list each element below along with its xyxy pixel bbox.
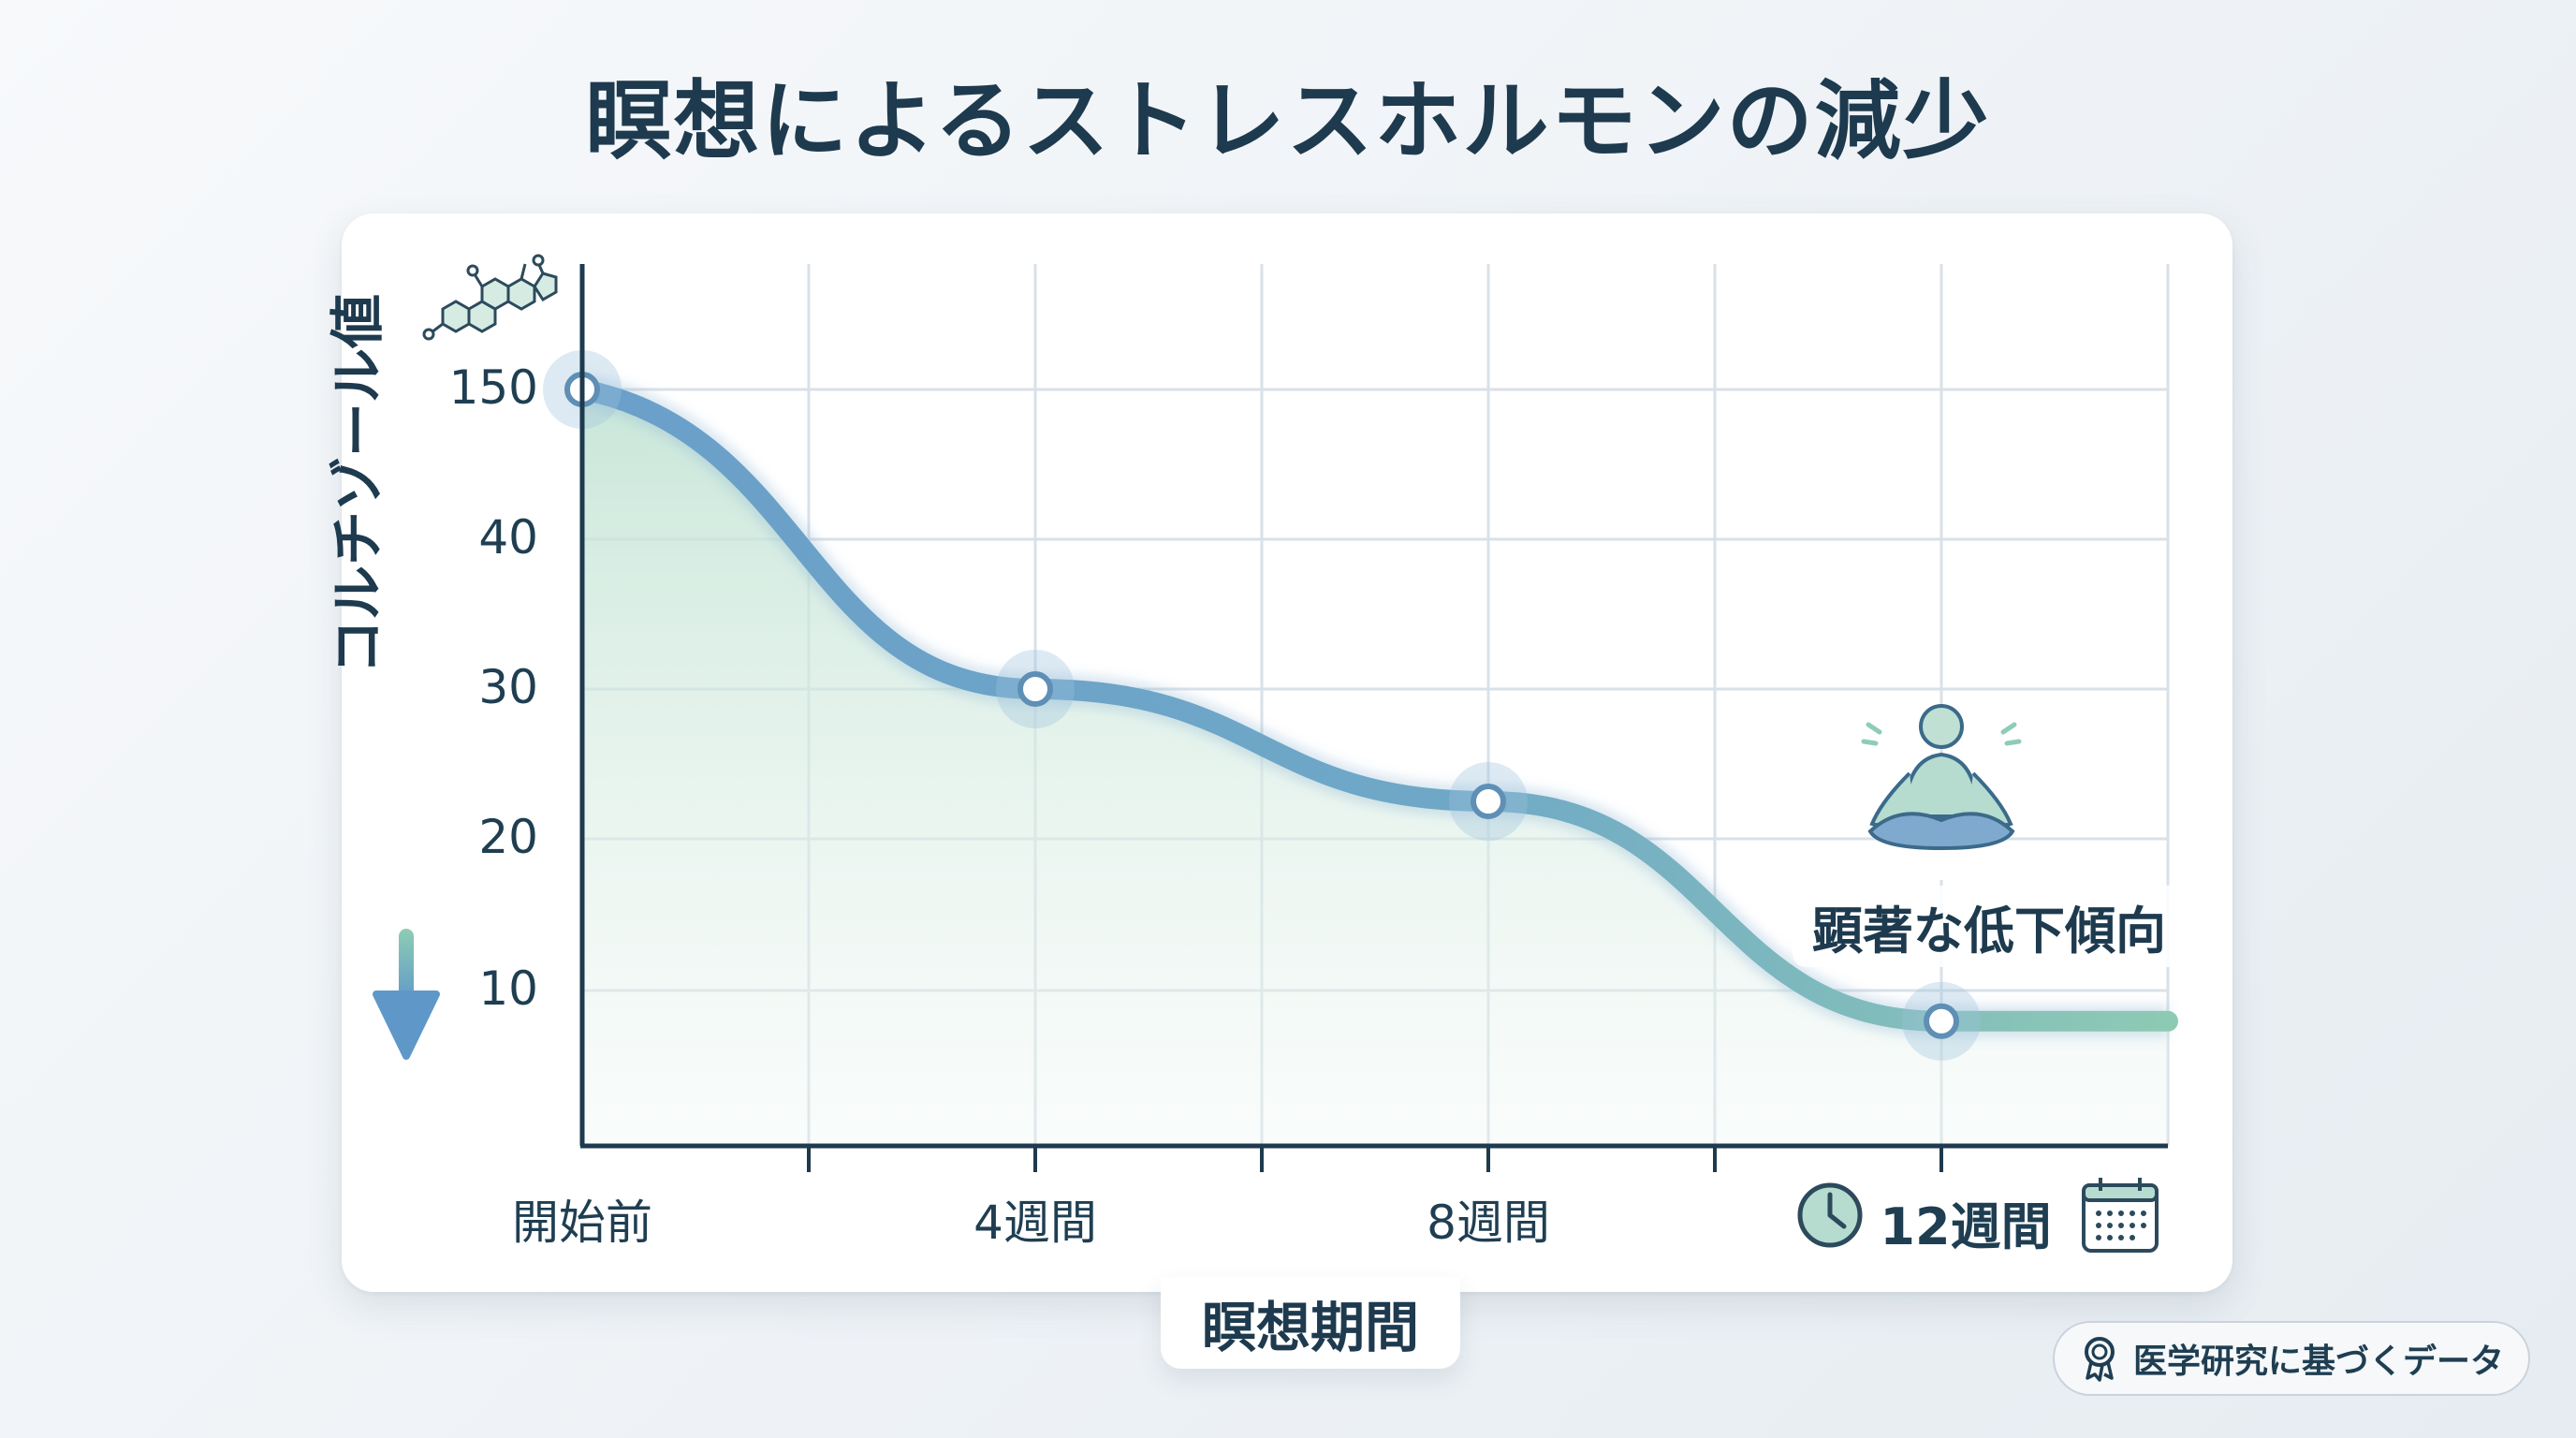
data-point — [1924, 1003, 1959, 1039]
x-tick-label: 4週間 — [973, 1196, 1097, 1250]
badge-text: 医学研究に基づくデータ — [2133, 1343, 2505, 1381]
y-tick-label: 20 — [478, 810, 538, 864]
series-line — [572, 379, 2178, 1032]
x-tick-marks — [807, 1146, 1943, 1172]
y-tick-label: 30 — [478, 660, 538, 714]
meditation-person-icon — [1861, 704, 2022, 880]
source-badge: 医学研究に基づくデータ — [2053, 1321, 2530, 1396]
cortisol-molecule-icon — [422, 254, 558, 341]
x-axis-label: 瞑想期間 — [1201, 1296, 1419, 1359]
area-fill — [582, 389, 2168, 1146]
data-point — [1471, 784, 1506, 819]
x-tick-label: 開始前 — [512, 1196, 652, 1250]
chart-title: 瞑想によるストレスホルモンの減少 — [585, 71, 1991, 171]
y-tick-label: 150 — [448, 360, 538, 415]
trend-annotation: 顕著な低下傾向 — [1793, 886, 2186, 967]
clock-icon — [1797, 1182, 1863, 1248]
y-tick-label: 10 — [478, 961, 538, 1016]
x-tick-label: 8週間 — [1427, 1196, 1550, 1250]
y-tick-label: 40 — [478, 510, 538, 565]
x-axis-label-box: 瞑想期間 — [1161, 1277, 1460, 1369]
award-ribbon-icon — [2085, 1337, 2115, 1382]
down-arrow-icon — [373, 929, 440, 1060]
data-points — [543, 350, 1981, 1061]
x-tick-label: 12週間 — [1880, 1197, 2052, 1256]
data-point — [1017, 671, 1053, 707]
calendar-icon — [2082, 1178, 2159, 1253]
y-axis-label: コルチゾール値 — [326, 293, 389, 674]
